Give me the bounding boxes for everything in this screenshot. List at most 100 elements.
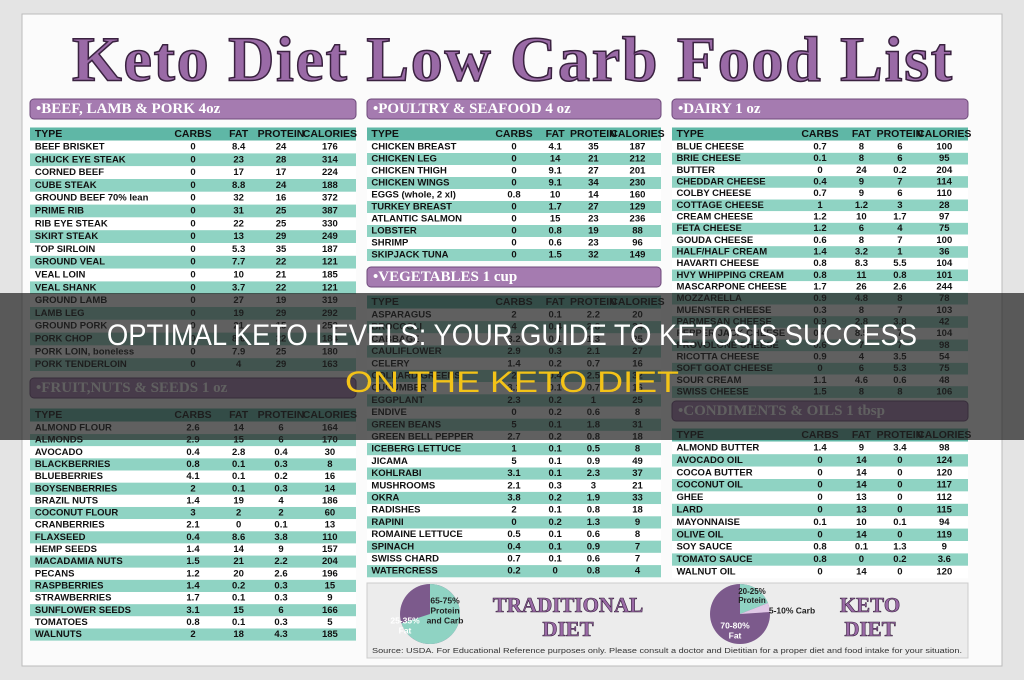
section-title: •VEGETABLES 1 cup: [373, 269, 517, 285]
cell-value: 3.8: [274, 532, 287, 543]
cell-value: 0.1: [855, 542, 869, 553]
cell-value: 0.1: [549, 456, 563, 467]
food-name: CHUCK EYE STEAK: [35, 154, 126, 165]
cell-value: 9.1: [549, 166, 563, 177]
cell-value: 6: [278, 435, 283, 446]
cell-value: 0: [190, 142, 195, 153]
cell-value: 5: [511, 456, 517, 467]
cell-value: 160: [630, 190, 646, 201]
cell-value: 5: [327, 617, 333, 628]
keto-pie-protein: [740, 583, 768, 614]
food-name: COCONUT FLOUR: [35, 508, 119, 519]
cell-value: 60: [325, 508, 336, 519]
cell-value: 8.4: [232, 142, 246, 153]
cell-value: 0.9: [587, 456, 600, 467]
cell-value: 1: [511, 444, 517, 455]
cell-value: 14: [856, 467, 867, 478]
cell-value: 0.3: [274, 483, 287, 494]
cell-value: 0.6: [813, 235, 826, 246]
food-name: BLACKBERRIES: [35, 459, 110, 470]
table-row: [672, 199, 968, 212]
cell-value: 35: [276, 244, 287, 255]
food-name: CORNED BEEF: [35, 167, 104, 178]
cell-value: 26: [856, 282, 867, 293]
cell-value: 30: [325, 447, 336, 458]
cell-value: 2.9: [186, 435, 199, 446]
cell-value: 204: [936, 165, 953, 176]
cell-value: 110: [937, 188, 952, 199]
cell-value: 28: [939, 200, 950, 211]
cell-value: 37: [632, 468, 643, 479]
cell-value: 314: [322, 154, 339, 165]
cell-value: 114: [937, 177, 953, 188]
cell-value: 387: [322, 206, 338, 217]
food-name: SHRIMP: [371, 238, 409, 249]
cell-value: 224: [322, 167, 339, 178]
cell-value: 2: [511, 505, 516, 516]
food-name: CHEDDAR CHEESE: [676, 177, 765, 188]
table-row: [30, 458, 356, 471]
food-name: WATERCRESS: [371, 566, 437, 577]
table-row: [672, 176, 968, 188]
column-header: FAT: [546, 128, 566, 140]
food-name: MASCARPONE CHEESE: [676, 282, 786, 293]
cell-value: 0.7: [813, 188, 826, 199]
diet-title: KETO: [840, 593, 900, 617]
table-row: [367, 237, 661, 249]
cell-value: 34: [588, 178, 599, 189]
column-header: CALORIES: [610, 128, 664, 140]
cell-value: 14: [856, 567, 867, 578]
cell-value: 1.4: [186, 544, 200, 555]
cell-value: 0.2: [893, 165, 906, 176]
table-row: [367, 467, 661, 480]
cell-value: 0: [190, 231, 195, 242]
food-name: RASPBERRIES: [35, 580, 104, 591]
food-name: HALF/HALF CREAM: [676, 247, 767, 258]
cell-value: 0: [190, 218, 195, 229]
food-name: CHICKEN THIGH: [371, 166, 447, 177]
cell-value: 3.4: [893, 443, 907, 454]
table-row: [367, 491, 661, 505]
food-name: AVOCADO OIL: [676, 455, 743, 466]
cell-value: 10: [856, 517, 867, 528]
food-name: KOHLRABI: [371, 468, 421, 479]
cell-value: 119: [937, 529, 952, 540]
table-row: [30, 268, 356, 282]
cell-value: 17: [233, 167, 244, 178]
cell-value: 2.6: [274, 568, 287, 579]
cell-value: 10: [856, 212, 867, 223]
cell-value: 176: [322, 142, 338, 153]
cell-value: 36: [939, 247, 950, 258]
cell-value: 2.1: [186, 520, 200, 531]
cell-value: 8: [635, 529, 640, 540]
table-row: [30, 230, 356, 243]
food-name: COTTAGE CHEESE: [676, 200, 763, 211]
section-bar: [671, 98, 969, 120]
cell-value: 7: [635, 541, 640, 552]
cell-value: 1: [897, 247, 903, 258]
cell-value: 110: [322, 532, 337, 543]
cell-value: 1.5: [549, 250, 563, 261]
cell-value: 8: [327, 459, 332, 470]
cell-value: 0: [511, 517, 516, 528]
table-row: [672, 491, 968, 504]
cell-value: 18: [233, 629, 244, 640]
table-row: [672, 441, 968, 455]
food-name: BRAZIL NUTS: [35, 495, 98, 506]
cell-value: 2: [236, 508, 241, 519]
cell-value: 0.6: [549, 238, 562, 249]
pie-label: 5-10% Carb: [769, 605, 815, 615]
cell-value: 0: [511, 142, 516, 153]
cell-value: 100: [936, 235, 952, 246]
food-name: PECANS: [35, 568, 75, 579]
cell-value: 2.2: [274, 556, 287, 567]
food-name: COCONUT OIL: [676, 480, 743, 491]
table-row: [367, 153, 661, 165]
cell-value: 120: [936, 567, 952, 578]
table-row: [672, 234, 968, 247]
cell-value: 13: [325, 520, 336, 531]
food-name: CRANBERRIES: [35, 520, 105, 531]
header-row: [30, 127, 356, 141]
food-name: HAVARTI CHEESE: [676, 258, 759, 269]
